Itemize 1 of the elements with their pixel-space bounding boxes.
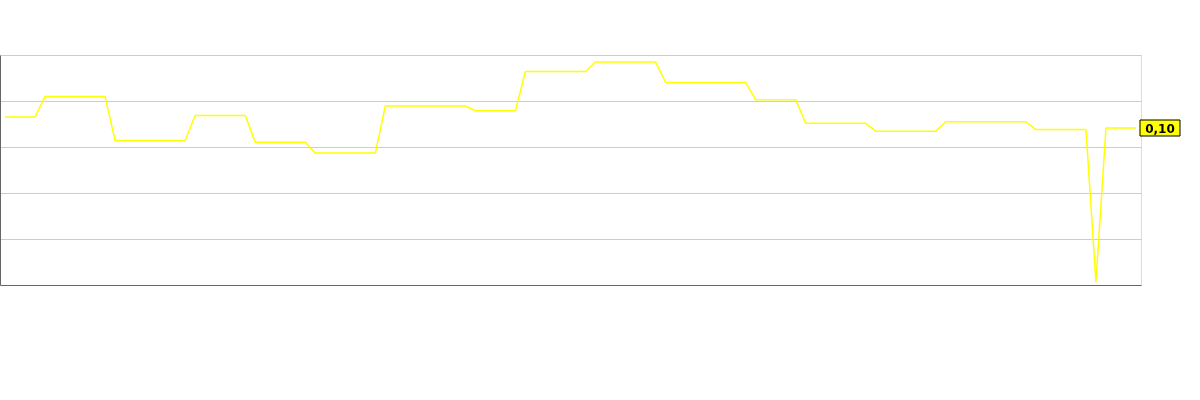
data-label: 0,10: [1145, 122, 1175, 136]
